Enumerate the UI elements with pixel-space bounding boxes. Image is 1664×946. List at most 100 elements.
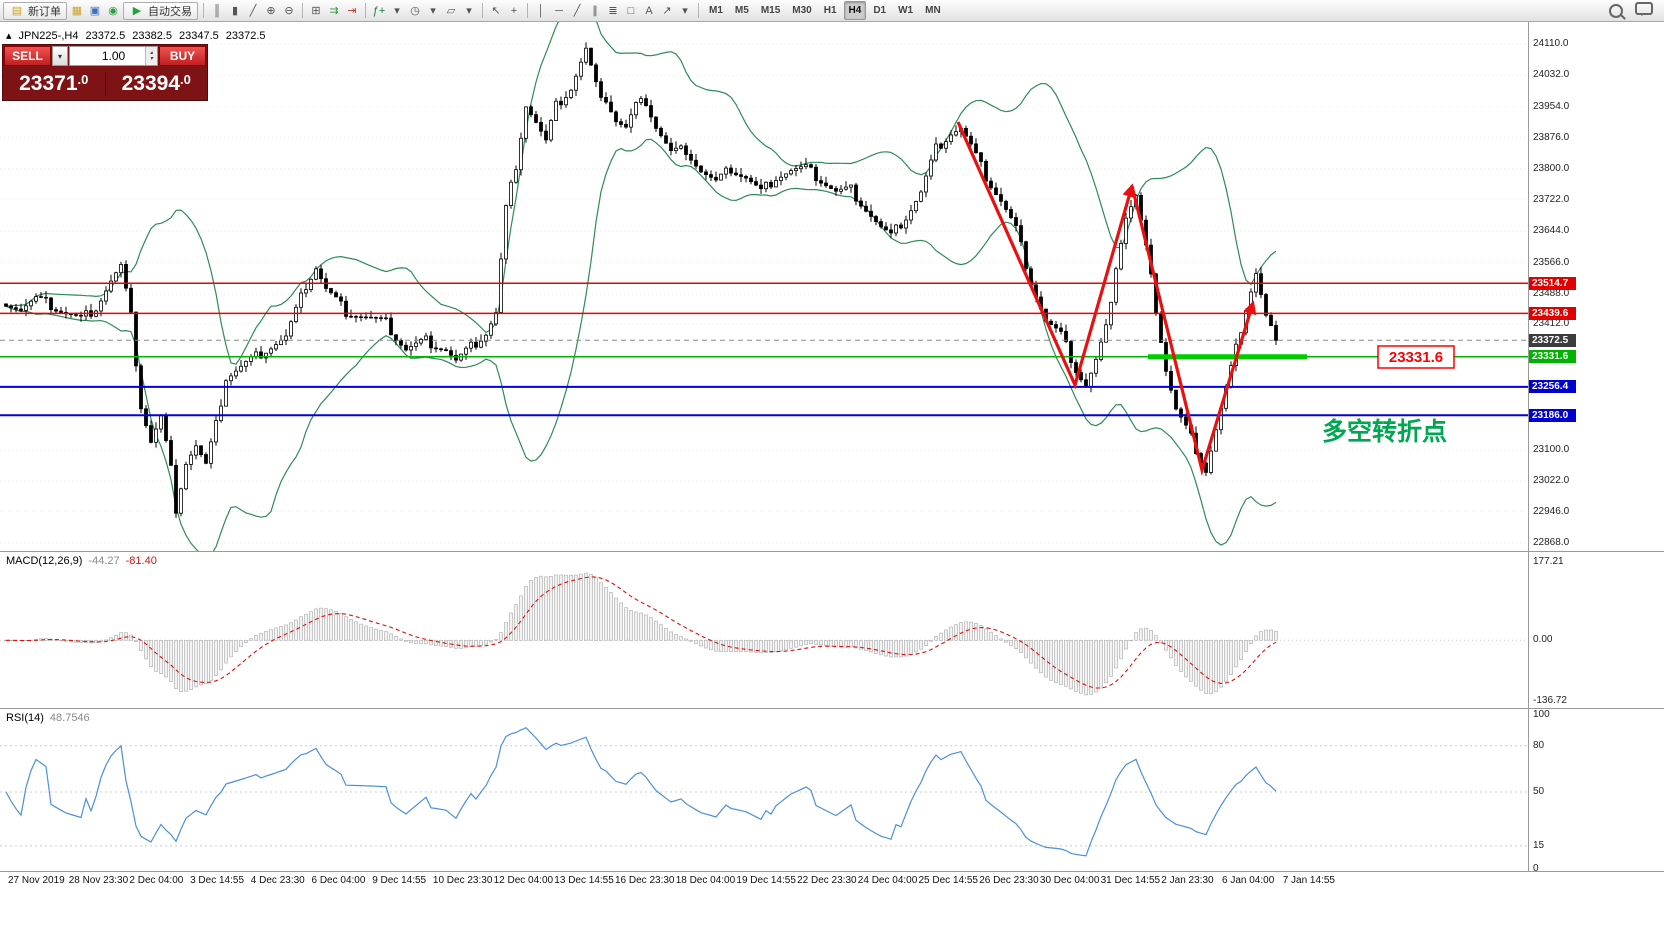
timeframe-m5-button[interactable]: M5 — [734, 5, 749, 16]
tile-windows-icon[interactable]: ⊞ — [311, 5, 321, 17]
price-tick-label: 23722.0 — [1533, 193, 1570, 205]
vertical-line-icon[interactable]: │ — [537, 4, 545, 17]
panel-splitter[interactable] — [0, 708, 1664, 709]
auto-scroll-icon[interactable]: ⇉ — [329, 5, 339, 17]
spin-down-icon[interactable]: ▾ — [149, 56, 153, 62]
fibonacci-icon[interactable]: ≣ — [608, 5, 618, 17]
price-callout[interactable]: 23331.6 — [1377, 345, 1455, 369]
price-tick-label: 22868.0 — [1533, 536, 1570, 548]
chart-shift-icon[interactable]: ⇥ — [347, 5, 357, 17]
line-chart-icon[interactable]: ╱ — [249, 5, 257, 17]
price-tick-label: 23022.0 — [1533, 475, 1570, 487]
charts-icon[interactable]: ▦ — [71, 5, 83, 17]
periods-dropdown-icon[interactable]: ▾ — [430, 5, 436, 17]
trendline-icon[interactable]: ╱ — [573, 5, 581, 17]
templates-dropdown-icon[interactable]: ▾ — [466, 5, 472, 17]
timeframe-h1-button[interactable]: H1 — [823, 5, 837, 16]
price-tick-label: 23876.0 — [1533, 132, 1570, 144]
time-axis-label: 13 Dec 14:55 — [554, 875, 614, 886]
panel-splitter[interactable] — [0, 551, 1664, 552]
indicators-icon[interactable]: ƒ+ — [372, 4, 386, 17]
trend-arrow[interactable] — [956, 121, 1136, 390]
new-order-label: 新订单 — [28, 5, 61, 18]
channel-icon[interactable]: ∥ — [592, 5, 598, 17]
price-tick-label: 23100.0 — [1533, 443, 1570, 455]
horizontal-line-icon[interactable]: ─ — [555, 4, 563, 17]
new-order-icon: ▤ — [11, 5, 23, 17]
search-icon[interactable] — [1609, 3, 1623, 18]
shapes-icon[interactable]: □ — [627, 4, 635, 17]
cursor-icon[interactable]: ↖ — [491, 5, 501, 17]
svg-text:23331.6: 23331.6 — [1389, 349, 1443, 366]
time-axis[interactable]: 27 Nov 2019 28 Nov 23:30 2 Dec 04:00 3 Dec … — [0, 872, 1664, 896]
ohlc-open: 23372.5 — [85, 29, 126, 42]
new-order-button[interactable]: ▤ 新订单 — [3, 1, 67, 20]
text-label-icon[interactable]: A — [645, 4, 653, 17]
timeframe-h4-button[interactable]: H4 — [843, 1, 867, 20]
profiles-icon[interactable]: ▣ — [89, 5, 101, 17]
toolbar-separator — [203, 3, 204, 18]
rsi-label: RSI(14) 48.7546 — [6, 712, 90, 724]
symbol-info: ▴ JPN225-,H4 23372.5 23382.5 23347.5 233… — [6, 29, 266, 43]
chat-icon[interactable] — [1635, 2, 1653, 16]
volume-input[interactable]: 1.00 ▴ ▾ — [69, 46, 158, 66]
timeframe-d1-button[interactable]: D1 — [873, 5, 887, 16]
price-level-badge: 23514.7 — [1529, 276, 1576, 290]
price-level-badge: 23186.0 — [1529, 408, 1576, 422]
macd-indicator-chart[interactable] — [0, 552, 1528, 708]
sell-button[interactable]: SELL — [4, 46, 51, 66]
timeframe-m15-button[interactable]: M15 — [760, 5, 781, 16]
toolbar-separator — [527, 3, 528, 18]
volume-dropdown-icon[interactable]: ▾ — [52, 46, 68, 66]
buy-button[interactable]: BUY — [159, 46, 206, 66]
bar-chart-icon[interactable]: ║ — [213, 4, 221, 17]
rsi-line — [5, 726, 1277, 857]
time-axis-label: 19 Dec 14:55 — [736, 875, 796, 886]
bollinger-lower-band[interactable] — [5, 138, 1277, 551]
price-level-badge: 23256.4 — [1529, 380, 1576, 394]
timeframe-w1-button[interactable]: W1 — [898, 5, 914, 16]
time-axis-label: 31 Dec 14:55 — [1100, 875, 1161, 886]
buy-price[interactable]: 23394.0 — [104, 71, 208, 96]
sell-price[interactable]: 23371.0 — [19, 71, 89, 95]
price-axis-separator — [1528, 22, 1529, 871]
main-price-chart[interactable]: 23331.6 多空转折点 — [0, 22, 1528, 551]
templates-icon[interactable]: ▱ — [446, 5, 456, 17]
zoom-out-icon[interactable]: ⊖ — [284, 5, 294, 17]
timeframe-m30-button[interactable]: M30 — [792, 5, 812, 16]
macd-axis-label: 177.21 — [1533, 555, 1564, 567]
bollinger-upper-band[interactable] — [5, 22, 1277, 365]
time-axis-label: 2 Dec 04:00 — [129, 875, 184, 886]
timeframe-mn-button[interactable]: MN — [925, 5, 941, 16]
time-axis-label: 25 Dec 14:55 — [918, 875, 979, 886]
time-axis-label: 18 Dec 04:00 — [675, 875, 736, 886]
periods-icon[interactable]: ◷ — [410, 5, 420, 17]
crosshair-icon[interactable]: + — [510, 4, 518, 17]
indicators-dropdown-icon[interactable]: ▾ — [394, 5, 400, 17]
arrows-tool-icon[interactable]: ↗ — [662, 5, 672, 17]
trend-arrow[interactable] — [1130, 185, 1257, 477]
price-tick-label: 23644.0 — [1533, 225, 1570, 237]
objects-dropdown-icon[interactable]: ▾ — [682, 5, 688, 17]
price-tick-label: 23412.0 — [1533, 318, 1570, 330]
price-tick-label: 22946.0 — [1533, 505, 1570, 517]
ohlc-close: 23372.5 — [225, 29, 266, 42]
time-axis-label: 16 Dec 23:30 — [615, 875, 675, 886]
chart-annotation[interactable]: 多空转折点 — [1322, 417, 1447, 446]
spin-up-icon[interactable]: ▴ — [149, 50, 153, 56]
time-axis-label: 26 Dec 23:30 — [979, 875, 1039, 886]
autotrading-button[interactable]: ▶ 自动交易 — [123, 1, 198, 20]
timeframe-m1-button[interactable]: M1 — [709, 5, 723, 16]
zoom-in-icon[interactable]: ⊕ — [266, 5, 276, 17]
internet-icon[interactable]: ◉ — [108, 5, 118, 17]
rsi-axis-label: 15 — [1533, 839, 1545, 851]
price-tick-label: 24110.0 — [1533, 38, 1569, 50]
toolbar-separator — [365, 3, 366, 18]
rsi-indicator-chart[interactable] — [0, 709, 1528, 871]
price-level-badge: 23439.6 — [1529, 306, 1576, 320]
price-tick-label: 23566.0 — [1533, 256, 1570, 268]
time-axis-label: 4 Dec 23:30 — [250, 875, 305, 886]
volume-spinner[interactable]: ▴ ▾ — [145, 47, 157, 65]
candlestick-chart-icon[interactable]: ▮ — [231, 5, 239, 17]
time-axis-label: 2 Jan 23:30 — [1161, 875, 1214, 886]
